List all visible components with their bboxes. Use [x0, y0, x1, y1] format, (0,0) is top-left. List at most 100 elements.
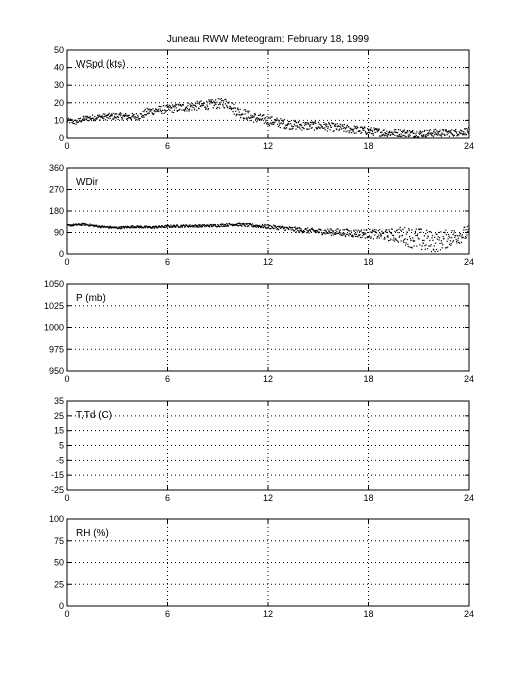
data-point: [355, 233, 358, 235]
data-point: [378, 237, 380, 239]
data-point: [122, 225, 125, 228]
data-point: [258, 225, 260, 227]
data-point: [315, 229, 317, 232]
data-point: [342, 127, 345, 129]
data-point: [432, 239, 434, 242]
data-point: [444, 232, 446, 234]
data-point: [359, 130, 361, 132]
data-point: [195, 224, 197, 226]
data-point: [347, 229, 349, 232]
data-point: [124, 226, 126, 228]
data-point: [198, 103, 201, 105]
data-point: [313, 230, 315, 232]
data-point: [299, 127, 301, 130]
data-point: [317, 231, 319, 233]
data-point: [411, 247, 413, 249]
data-point: [190, 105, 193, 107]
data-point: [88, 116, 91, 118]
data-point: [315, 122, 317, 125]
data-point: [223, 223, 226, 226]
data-point: [300, 228, 302, 230]
data-point: [220, 223, 222, 225]
data-point: [248, 223, 251, 225]
data-point: [143, 116, 145, 118]
data-point: [358, 230, 361, 232]
data-point: [163, 112, 165, 114]
data-point: [323, 229, 325, 232]
data-point: [261, 226, 263, 228]
data-point: [299, 228, 301, 230]
data-point: [378, 128, 380, 130]
data-point: [342, 229, 344, 231]
data-point: [100, 225, 102, 228]
data-point: [433, 249, 435, 251]
data-point: [200, 225, 202, 227]
data-point: [454, 130, 456, 132]
x-tick-label: 0: [64, 374, 69, 384]
data-point: [160, 110, 163, 113]
data-point: [81, 224, 83, 226]
data-point: [335, 233, 337, 235]
data-point: [449, 240, 451, 242]
data-point: [87, 116, 89, 118]
data-point: [375, 128, 378, 130]
data-point: [206, 105, 209, 108]
data-point: [108, 115, 111, 118]
data-point: [148, 225, 150, 227]
data-point: [366, 128, 369, 130]
data-point: [403, 129, 405, 131]
data-point: [116, 113, 118, 115]
data-point: [350, 129, 352, 131]
data-point: [352, 236, 354, 238]
data-point: [69, 224, 71, 226]
data-point: [79, 120, 81, 122]
data-point: [209, 226, 211, 228]
data-point: [300, 124, 303, 126]
data-point: [266, 121, 269, 124]
data-point: [215, 107, 218, 110]
data-point: [378, 234, 380, 236]
data-point: [399, 235, 401, 237]
data-point: [221, 99, 223, 102]
data-point: [258, 224, 260, 227]
data-point: [113, 117, 115, 119]
data-point: [361, 126, 363, 128]
data-point: [465, 229, 467, 231]
data-point: [320, 124, 322, 126]
data-point: [120, 113, 122, 115]
data-point: [162, 226, 164, 228]
data-point: [101, 115, 103, 117]
data-point: [317, 232, 320, 234]
data-point: [353, 125, 355, 127]
data-point: [197, 225, 199, 227]
data-point: [350, 230, 352, 232]
data-point: [417, 233, 419, 235]
data-point: [384, 238, 386, 240]
data-point: [225, 224, 227, 226]
data-point: [193, 224, 196, 227]
data-point: [454, 130, 456, 132]
x-tick-label: 18: [363, 374, 373, 384]
data-point: [212, 102, 214, 104]
data-point: [126, 115, 128, 117]
data-point: [465, 237, 468, 239]
data-point: [247, 222, 249, 225]
data-point: [163, 226, 165, 229]
data-point: [70, 119, 73, 121]
data-point: [239, 116, 242, 119]
data-point: [296, 125, 298, 127]
data-point: [408, 133, 410, 135]
data-point: [306, 122, 308, 124]
data-point: [410, 239, 412, 242]
data-point: [180, 224, 182, 226]
data-point: [144, 114, 146, 116]
data-point: [250, 114, 252, 116]
data-point: [207, 225, 210, 227]
data-point: [104, 113, 106, 115]
data-point: [99, 119, 101, 121]
data-point: [368, 236, 370, 238]
data-point: [104, 115, 106, 117]
data-point: [246, 225, 248, 228]
data-point: [131, 112, 133, 115]
data-point: [279, 225, 281, 227]
